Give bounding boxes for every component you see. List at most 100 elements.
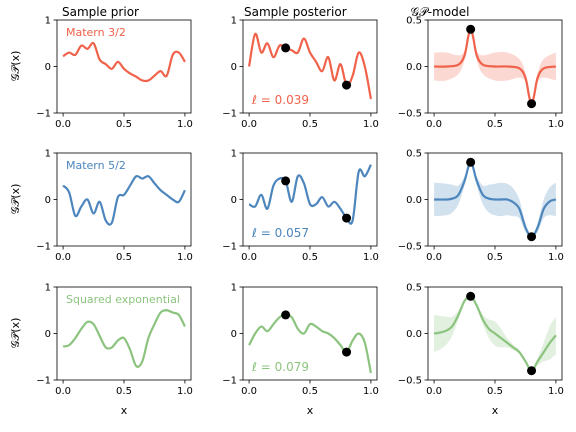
x-tick-label: 0.0 (55, 386, 71, 397)
panel-r1-c3: 0.0 0.5 1.0 −0.5 0.0 0.5 (398, 16, 564, 131)
ylabel-row-3: 𝒢𝒫(x) (9, 318, 22, 349)
kernel-label: Matern 5/2 (66, 159, 126, 172)
column-title-prior: Sample prior (62, 5, 139, 19)
observation-point-1 (466, 157, 476, 167)
y-tick-label: 0 (231, 62, 237, 73)
x-tick-label: 0.5 (116, 386, 132, 397)
y-tick-label: 1 (231, 16, 237, 27)
x-tick-label: 0.5 (302, 386, 318, 397)
panel-r3-c2: 0.0 0.5 1.0 −1 0 1 ℓ = 0.079 (222, 283, 379, 398)
y-tick-label: −1 (222, 109, 237, 120)
observation-point-1 (281, 176, 291, 186)
series-line (248, 164, 372, 225)
xlabel-col-3: x (492, 404, 499, 417)
x-tick-label: 0.5 (116, 252, 132, 263)
x-tick-label: 1.0 (548, 119, 564, 130)
column-title-posterior: Sample posterior (244, 5, 347, 19)
panel-r1-c1: 0.0 0.5 1.0 −1 0 1 Matern 3/2 (36, 16, 193, 131)
x-tick-label: 0.0 (241, 386, 257, 397)
x-tick-label: 1.0 (177, 252, 193, 263)
x-tick-label: 0.5 (302, 252, 318, 263)
x-tick-label: 1.0 (363, 252, 379, 263)
observation-point-1 (281, 43, 291, 53)
observation-point-1 (466, 24, 476, 34)
panel-r3-c1: 0.0 0.5 1.0 −1 0 1 Squared exponential (36, 283, 193, 398)
observation-point-2 (342, 347, 352, 357)
x-tick-label: 0.5 (487, 386, 503, 397)
y-tick-label: −1 (222, 376, 237, 387)
xlabel-col-1: x (121, 404, 128, 417)
y-tick-label: 0 (231, 195, 237, 206)
y-tick-label: 0.0 (406, 329, 422, 340)
panel-r2-c1: 0.0 0.5 1.0 −1 0 1 Matern 5/2 (36, 149, 193, 264)
y-tick-label: 0.5 (406, 149, 422, 160)
x-tick-label: 0.0 (241, 252, 257, 263)
observation-point-2 (527, 366, 537, 376)
x-tick-label: 0.0 (55, 119, 71, 130)
kernel-label: Matern 3/2 (66, 26, 126, 39)
y-tick-label: 1 (231, 149, 237, 160)
series-line (248, 313, 372, 374)
y-tick-label: 0 (45, 329, 51, 340)
y-tick-label: −1 (36, 109, 51, 120)
series-line (62, 309, 186, 368)
y-tick-label: 0.0 (406, 62, 422, 73)
y-tick-label: −0.5 (398, 109, 422, 120)
length-scale-label: ℓ = 0.039 (251, 93, 309, 107)
column-title-model: 𝒢𝒫-model (411, 5, 470, 19)
x-tick-label: 0.0 (426, 252, 442, 263)
y-tick-label: −1 (36, 376, 51, 387)
y-tick-label: 0.5 (406, 16, 422, 27)
xlabel-col-2: x (307, 404, 314, 417)
x-tick-label: 1.0 (548, 386, 564, 397)
kernel-label: Squared exponential (66, 293, 180, 306)
observation-point-1 (281, 310, 291, 320)
x-tick-label: 0.0 (55, 252, 71, 263)
panel-r1-c2: 0.0 0.5 1.0 −1 0 1 ℓ = 0.039 (222, 16, 379, 131)
y-tick-label: 1 (45, 149, 51, 160)
x-tick-label: 0.0 (241, 119, 257, 130)
observation-point-2 (342, 80, 352, 90)
y-tick-label: 0.0 (406, 195, 422, 206)
length-scale-label: ℓ = 0.079 (251, 360, 309, 374)
y-tick-label: 1 (45, 283, 51, 294)
y-tick-label: 0 (231, 329, 237, 340)
y-tick-label: −0.5 (398, 376, 422, 387)
panel-r3-c3: 0.0 0.5 1.0 −0.5 0.0 0.5 (398, 283, 564, 398)
panel-r2-c2: 0.0 0.5 1.0 −1 0 1 ℓ = 0.057 (222, 149, 379, 264)
x-tick-label: 0.5 (487, 119, 503, 130)
observation-point-1 (466, 291, 476, 301)
length-scale-label: ℓ = 0.057 (251, 226, 309, 240)
series-line (62, 41, 186, 83)
x-tick-label: 0.0 (426, 119, 442, 130)
y-tick-label: −1 (36, 242, 51, 253)
observation-point-2 (527, 232, 537, 242)
observation-point-2 (527, 99, 537, 109)
y-tick-label: 0.5 (406, 283, 422, 294)
series-line (62, 174, 186, 226)
y-tick-label: −0.5 (398, 242, 422, 253)
x-tick-label: 0.0 (426, 386, 442, 397)
panel-grid: 0.0 0.5 1.0 −1 0 1 Matern 3/2 0.0 0.5 1.0 −1 0 1 ℓ = … (36, 16, 564, 398)
ylabel-row-1: 𝒢𝒫(x) (9, 51, 22, 82)
y-tick-label: 1 (45, 16, 51, 27)
y-tick-label: 0 (45, 195, 51, 206)
x-tick-label: 0.5 (487, 252, 503, 263)
series-line (434, 161, 557, 238)
series-line (434, 28, 557, 105)
y-tick-label: 1 (231, 283, 237, 294)
x-tick-label: 1.0 (363, 119, 379, 130)
y-tick-label: −1 (222, 242, 237, 253)
x-tick-label: 1.0 (177, 119, 193, 130)
observation-point-2 (342, 213, 352, 223)
x-tick-label: 1.0 (363, 386, 379, 397)
x-tick-label: 0.5 (302, 119, 318, 130)
x-tick-label: 0.5 (116, 119, 132, 130)
x-tick-label: 1.0 (548, 252, 564, 263)
panel-r2-c3: 0.0 0.5 1.0 −0.5 0.0 0.5 (398, 149, 564, 264)
ylabel-row-2: 𝒢𝒫(x) (9, 184, 22, 215)
series-line (248, 32, 372, 100)
series-line (433, 295, 557, 372)
y-tick-label: 0 (45, 62, 51, 73)
